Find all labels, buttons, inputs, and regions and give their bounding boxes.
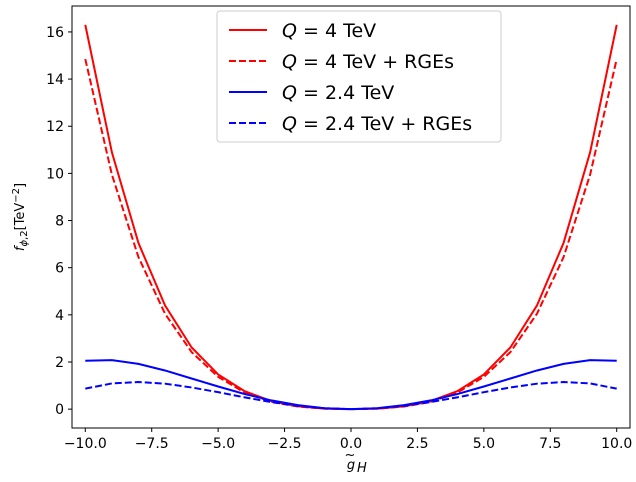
x-tick-label: 0.0: [340, 436, 362, 452]
legend-label-4: Q = 2.4 TeV + RGEs: [282, 113, 472, 135]
y-axis-label-text: fϕ,2[TeV−2]: [11, 183, 30, 251]
x-axis-label-tilde: ~: [345, 448, 356, 463]
legend-box: [216, 10, 502, 143]
y-tick-label: 2: [55, 355, 64, 371]
y-tick-label: 14: [46, 72, 64, 88]
x-tick-label: 2.5: [406, 436, 428, 452]
legend-label-2: Q = 4 TeV + RGEs: [282, 51, 454, 73]
x-tick-label: 10.0: [601, 436, 632, 452]
series-line-3: [85, 359, 617, 411]
legend-label-1: Q = 4 TeV: [282, 20, 376, 42]
legend-label-3: Q = 2.4 TeV: [282, 82, 394, 104]
y-axis-label: fϕ,2[TeV−2]: [11, 183, 30, 251]
x-tick-label: −10.0: [64, 436, 107, 452]
y-tick-label: 8: [55, 214, 64, 230]
x-axis-label: g ~ H: [345, 448, 367, 476]
plot-area: [84, 24, 618, 411]
x-tick-label: 5.0: [473, 436, 495, 452]
y-tick-label: 16: [46, 25, 64, 41]
x-axis-label-g: g: [347, 458, 355, 473]
y-tick-label: 0: [55, 402, 64, 418]
x-axis: −10.0 −7.5 −5.0 −2.5 0.0 2.5 5.0 7.5 10.0: [64, 428, 632, 452]
y-tick-label: 10: [46, 166, 64, 182]
x-tick-label: 7.5: [539, 436, 561, 452]
y-tick-label: 6: [55, 261, 64, 277]
series-line-4: [85, 381, 617, 411]
x-axis-label-sub: H: [357, 461, 367, 476]
y-tick-label: 4: [55, 308, 64, 324]
x-tick-label: −7.5: [135, 436, 169, 452]
x-tick-label: −5.0: [201, 436, 235, 452]
y-tick-label: 12: [46, 119, 64, 135]
y-axis: 0 2 4 6 8 10 12 14 16: [46, 25, 72, 418]
x-tick-label: −2.5: [268, 436, 302, 452]
legend: Q = 4 TeV Q = 4 TeV + RGEs Q = 2.4 TeV Q = …: [216, 10, 502, 143]
